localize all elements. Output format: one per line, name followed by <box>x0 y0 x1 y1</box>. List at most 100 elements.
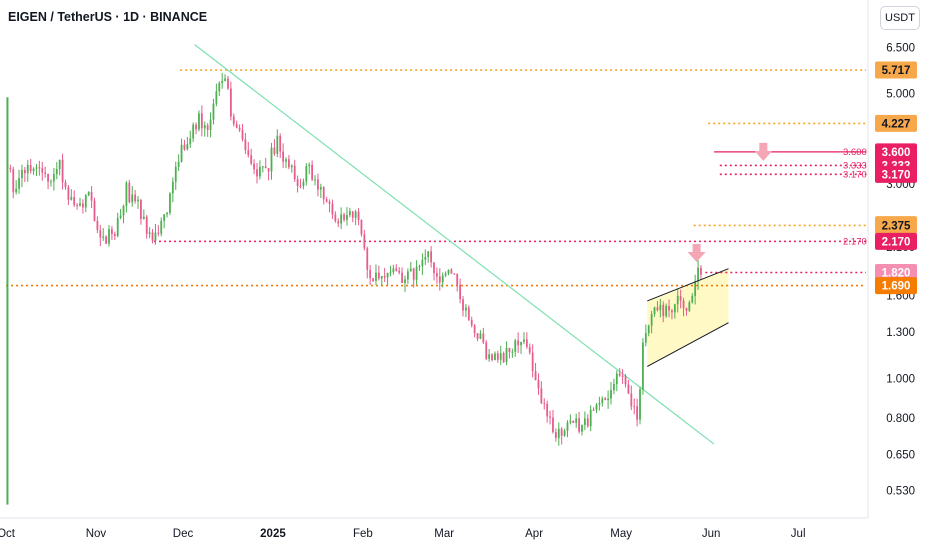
level-inline-label: 3.170 <box>843 169 867 180</box>
x-axis-tick-label: Oct <box>0 528 16 540</box>
candle-body <box>311 165 313 180</box>
candle-body <box>244 139 246 150</box>
candle-body <box>549 416 551 417</box>
candle-body <box>503 353 505 362</box>
candle-body <box>67 187 69 200</box>
candle-body <box>160 221 162 234</box>
down-arrow-icon <box>688 244 706 262</box>
candle-body <box>82 203 84 207</box>
candle-body <box>131 195 133 203</box>
candle-body <box>485 342 487 358</box>
candle-body <box>250 155 252 164</box>
candle-body <box>53 174 55 181</box>
price-badge-label: 2.170 <box>882 236 911 248</box>
candle-body <box>178 162 180 167</box>
candle-body <box>390 272 392 273</box>
candle-body <box>598 403 600 405</box>
candle-body <box>340 214 342 223</box>
candle-body <box>140 200 142 219</box>
candle-body <box>439 277 441 283</box>
candle-body <box>375 273 377 281</box>
candle-body <box>303 182 305 186</box>
candle-body <box>12 169 14 192</box>
candle-body <box>218 83 220 91</box>
candle-body <box>564 431 566 436</box>
candle-body <box>62 160 64 183</box>
price-badge-label: 4.227 <box>882 118 911 130</box>
candle-body <box>242 130 244 139</box>
candle-body <box>111 229 113 234</box>
candle-body <box>207 125 209 130</box>
candle-body <box>488 354 490 359</box>
candle-body <box>601 398 603 403</box>
candle-body <box>413 269 415 280</box>
candle-body <box>358 212 360 220</box>
candle-body <box>300 186 302 187</box>
candle-body <box>654 307 656 314</box>
channel-fill <box>647 269 728 367</box>
y-axis-tick-label: 1.000 <box>886 373 915 385</box>
candle-body <box>323 187 325 199</box>
candle-body <box>442 275 444 282</box>
candle-body <box>491 354 493 360</box>
x-axis-tick-label: Feb <box>353 528 373 540</box>
candle-body <box>50 181 52 182</box>
candle-body <box>18 178 20 189</box>
candle-body <box>213 104 215 120</box>
candle-body <box>642 343 644 390</box>
candle-body <box>404 279 406 283</box>
candle-body <box>369 270 371 278</box>
candle-body <box>529 347 531 353</box>
candle-body <box>683 301 685 308</box>
candle-body <box>401 273 403 283</box>
candle-body <box>308 165 310 166</box>
candle-body <box>616 374 618 384</box>
x-axis-tick-label: Dec <box>173 528 194 540</box>
candle-body <box>36 167 38 168</box>
x-axis-tick-label: Apr <box>525 528 543 540</box>
candle-body <box>24 170 26 173</box>
y-axis-tick-label: 1.300 <box>886 327 915 339</box>
candle-body <box>572 421 574 423</box>
candle-body <box>430 251 432 262</box>
candle-body <box>91 192 93 201</box>
candle-body <box>204 125 206 128</box>
candle-body <box>155 233 157 241</box>
candle-body <box>366 248 368 270</box>
candle-body <box>575 418 577 423</box>
candle-body <box>128 183 130 202</box>
candle-body <box>320 187 322 189</box>
candle-body <box>262 166 264 167</box>
candle-body <box>56 169 58 174</box>
candle-body <box>33 169 35 171</box>
candle-body <box>674 304 676 312</box>
candle-body <box>688 302 690 310</box>
candle-body <box>517 340 519 345</box>
candle-body <box>596 405 598 410</box>
candle-body <box>114 234 116 236</box>
candle-body <box>221 81 223 83</box>
candle-body <box>419 266 421 267</box>
candle-body <box>604 398 606 399</box>
candle-body <box>436 273 438 277</box>
candle-body <box>38 167 40 168</box>
candle-body <box>526 339 528 347</box>
candle-body <box>453 274 455 275</box>
trend-line[interactable] <box>195 45 714 444</box>
candle-body <box>622 376 624 377</box>
candle-body <box>99 230 101 237</box>
candle-body <box>636 406 638 419</box>
price-badge-label: 5.717 <box>882 65 911 77</box>
x-axis-tick-label: Jul <box>791 528 806 540</box>
candle-body <box>581 425 583 432</box>
candle-body <box>169 193 171 212</box>
candle-body <box>477 333 479 339</box>
candle-body <box>224 78 226 81</box>
candle-body <box>691 296 693 302</box>
candle-body <box>480 334 482 339</box>
candle-body <box>76 205 78 206</box>
candle-body <box>305 166 307 181</box>
candle-body <box>184 145 186 150</box>
candle-body <box>343 214 345 219</box>
